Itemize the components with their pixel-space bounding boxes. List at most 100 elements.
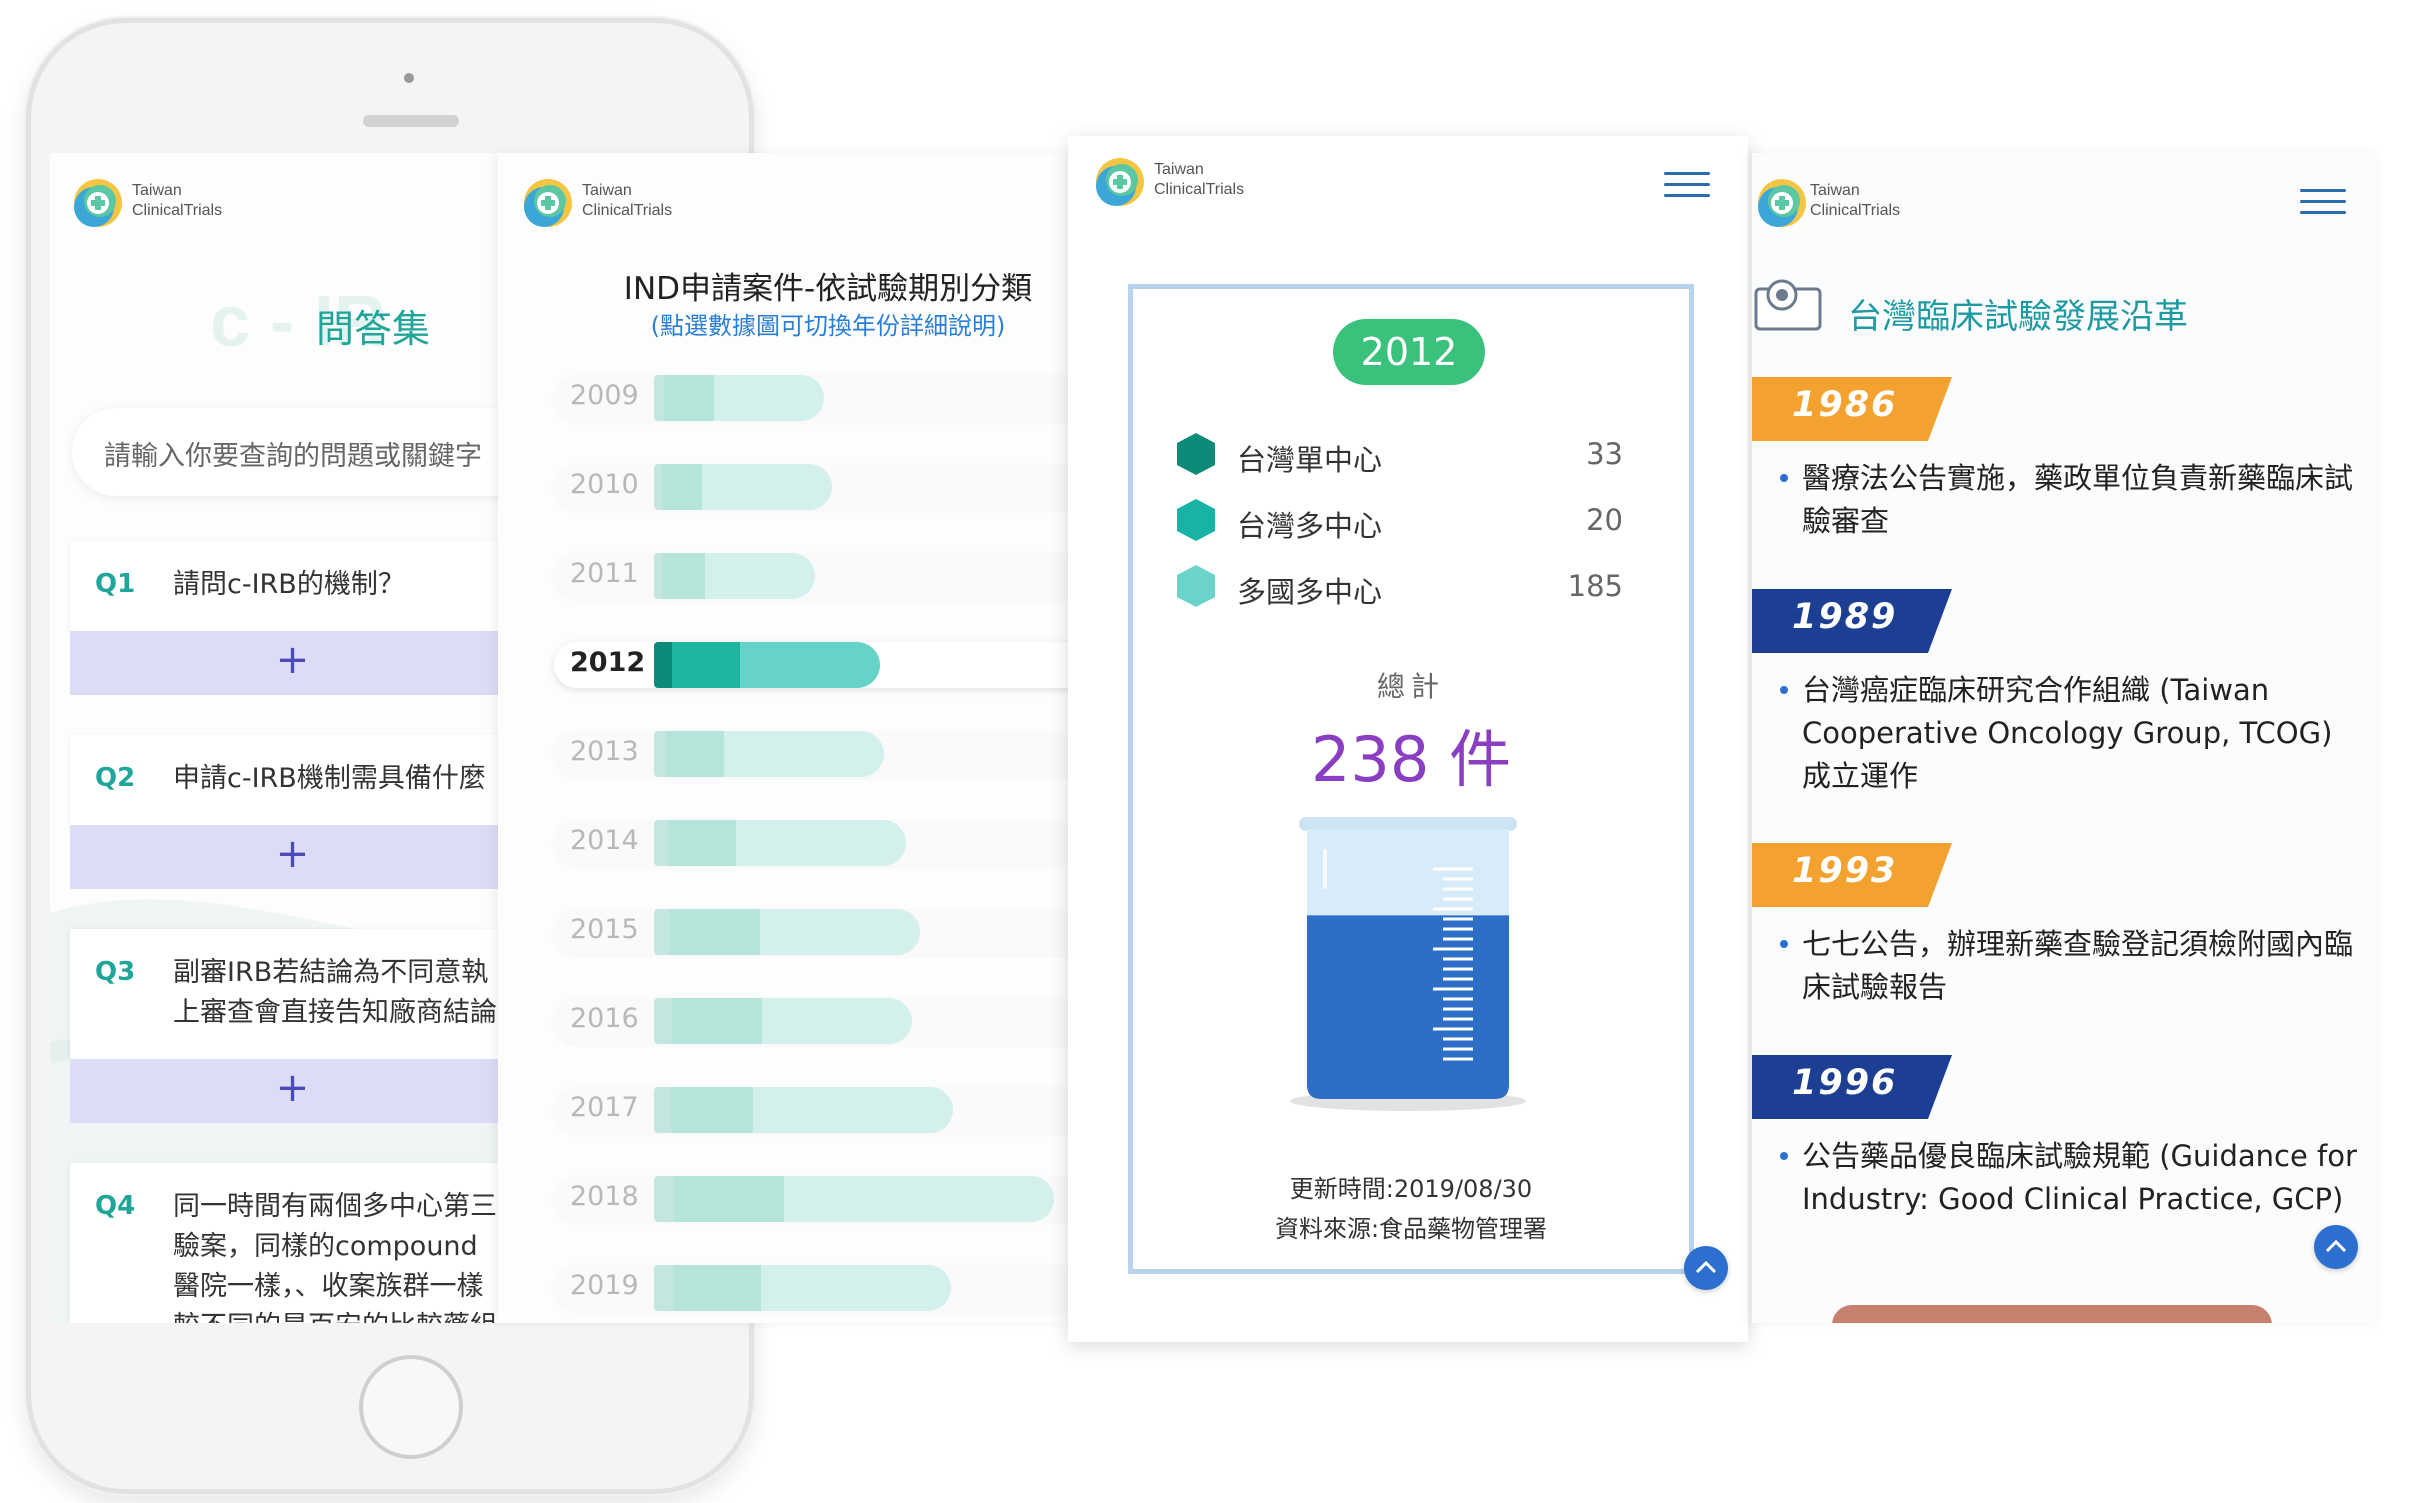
bar-segment bbox=[654, 464, 662, 510]
bar-segment bbox=[753, 1087, 953, 1133]
question-number: Q2 bbox=[95, 763, 136, 793]
timeline-list: 1986 醫療法公告實施，藥政單位負責新藥臨床試驗審查 1989 台灣癌症臨床研… bbox=[1752, 377, 2380, 1317]
brand-logo[interactable]: Taiwan ClinicalTrials bbox=[1752, 171, 1900, 235]
timeline-year-1996: 1996 bbox=[1752, 1055, 1952, 1119]
category-label: 多國多中心 bbox=[1237, 575, 1383, 609]
year-badge[interactable]: 2012 bbox=[1333, 319, 1485, 385]
phone-speaker bbox=[363, 115, 459, 127]
brand-logo[interactable]: Taiwan ClinicalTrials bbox=[518, 171, 672, 235]
bar-segment bbox=[736, 820, 906, 866]
chart-subtitle: (點選數據圖可切換年份詳細說明) bbox=[650, 312, 1006, 340]
year-ribbon bbox=[1752, 1055, 1952, 1119]
beaker-illustration bbox=[1290, 817, 1526, 1111]
timeline-item: 公告藥品優良臨床試驗規範 (Guidance for Industry: Goo… bbox=[1780, 1135, 2358, 1221]
timeline-screen: Taiwan ClinicalTrials 台灣臨床試驗發展沿革 1986 醫療… bbox=[1752, 153, 2380, 1323]
bar-segment bbox=[702, 464, 832, 510]
category-label: 台灣單中心 bbox=[1237, 443, 1383, 477]
brand-logo[interactable]: Taiwan ClinicalTrials bbox=[1090, 150, 1244, 214]
question-number: Q1 bbox=[95, 569, 136, 599]
menu-icon[interactable] bbox=[2300, 189, 2346, 215]
bar-year-label: 2010 bbox=[570, 469, 639, 500]
brand-logo[interactable]: Taiwan ClinicalTrials bbox=[68, 171, 222, 235]
logo-icon bbox=[1758, 179, 1806, 227]
bar-segment bbox=[662, 464, 702, 510]
logo-line2: ClinicalTrials bbox=[582, 202, 673, 219]
bar-segment bbox=[761, 1265, 951, 1311]
bar-segment bbox=[674, 1176, 784, 1222]
bar-segment bbox=[762, 998, 912, 1044]
bar-segment bbox=[654, 553, 663, 599]
logo-line2: ClinicalTrials bbox=[1810, 202, 1901, 219]
chart-screen: Taiwan ClinicalTrials IND申請案件-依試驗期別分類 (點… bbox=[498, 153, 1068, 1323]
back-to-top-button[interactable] bbox=[2314, 1225, 2358, 1269]
year-label: 1993 bbox=[1792, 851, 1898, 891]
bar-year-label: 2017 bbox=[570, 1092, 639, 1123]
bar-segment bbox=[740, 642, 880, 688]
bar-year-label: 2019 bbox=[570, 1270, 639, 1301]
bar-segment bbox=[714, 375, 824, 421]
year-ribbon bbox=[1752, 377, 1952, 441]
category-label: 台灣多中心 bbox=[1237, 509, 1383, 543]
year-ribbon bbox=[1752, 843, 1952, 907]
beaker-screen: Taiwan ClinicalTrials 2012 台灣單中心 33 台灣多中… bbox=[1068, 136, 1748, 1342]
bar-segment bbox=[654, 909, 670, 955]
bar-segment bbox=[672, 642, 740, 688]
logo-line1: Taiwan bbox=[1154, 161, 1204, 178]
bar-segment bbox=[654, 1176, 674, 1222]
page-title: 問答集 bbox=[316, 307, 431, 351]
bar-segment bbox=[705, 553, 815, 599]
timeline-item: 醫療法公告實施，藥政單位負責新藥臨床試驗審查 bbox=[1780, 457, 2358, 543]
category-value: 185 bbox=[1567, 569, 1623, 603]
logo-icon bbox=[74, 179, 122, 227]
year-label: 1986 bbox=[1792, 385, 1898, 425]
bar-segment bbox=[654, 642, 672, 688]
plus-icon: + bbox=[275, 637, 310, 683]
phone-camera bbox=[404, 73, 414, 83]
bar-year-label: 2016 bbox=[570, 1003, 639, 1034]
bar-segment bbox=[654, 998, 672, 1044]
bar-year-label: 2011 bbox=[570, 558, 639, 589]
bar-segment bbox=[760, 909, 920, 955]
question-text: 同一時間有兩個多中心第三 驗案，同樣的compound 醫院一樣，、收案族群一樣… bbox=[173, 1191, 497, 1323]
menu-icon[interactable] bbox=[1664, 172, 1710, 198]
question-number: Q3 bbox=[95, 957, 136, 987]
bar-year-label: 2009 bbox=[570, 380, 639, 411]
total-label: 總計 bbox=[1376, 670, 1445, 703]
timeline-year-1989: 1989 bbox=[1752, 589, 1952, 653]
bar-year-label: 2014 bbox=[570, 825, 639, 856]
year-ribbon bbox=[1752, 589, 1952, 653]
back-to-top-button[interactable] bbox=[1684, 1246, 1728, 1290]
bar-segment bbox=[673, 1265, 761, 1311]
question-text: 副審IRB若結論為不同意執 上審查會直接告知廠商結論 bbox=[173, 957, 497, 1028]
update-time: 更新時間:2019/08/30 bbox=[1289, 1175, 1533, 1203]
logo-line2: ClinicalTrials bbox=[1154, 181, 1245, 198]
category-row: 台灣多中心 20 bbox=[1173, 497, 1623, 543]
total-value: 238 件 bbox=[1310, 723, 1512, 796]
data-source: 資料來源:食品藥物管理署 bbox=[1274, 1215, 1548, 1243]
question-text: 申請c-IRB機制需具備什麼 bbox=[173, 763, 486, 794]
logo-icon bbox=[1096, 158, 1144, 206]
bar-segment bbox=[654, 1087, 671, 1133]
chart-title: IND申請案件-依試驗期別分類 bbox=[623, 271, 1033, 307]
category-value: 33 bbox=[1586, 437, 1623, 471]
phone-home-button[interactable] bbox=[359, 1355, 463, 1459]
bar-segment bbox=[654, 1265, 673, 1311]
search-placeholder: 請輸入你要查詢的問題或關鍵字 bbox=[104, 441, 482, 472]
chevron-up-icon bbox=[2325, 1239, 2347, 1253]
camera-icon bbox=[1754, 279, 1822, 331]
timeline-item: 七七公告，辦理新藥查驗登記須檢附國內臨床試驗報告 bbox=[1780, 923, 2358, 1009]
logo-line2: ClinicalTrials bbox=[132, 202, 223, 219]
logo-line1: Taiwan bbox=[132, 182, 182, 199]
category-value: 20 bbox=[1586, 503, 1623, 537]
page-title: 台灣臨床試驗發展沿革 bbox=[1848, 297, 2188, 337]
year-label: 1989 bbox=[1792, 597, 1898, 637]
timeline-year-1986: 1986 bbox=[1752, 377, 1952, 441]
question-number: Q4 bbox=[95, 1191, 136, 1221]
bar-segment bbox=[668, 820, 736, 866]
faq-title-watermark: c - IR bbox=[210, 282, 387, 362]
bar-segment bbox=[663, 553, 705, 599]
bar-segment bbox=[654, 731, 666, 777]
logo-line1: Taiwan bbox=[582, 182, 632, 199]
plus-icon: + bbox=[275, 831, 310, 877]
bar-chart: 2009 2010 2011 2012 2013 2014 2015 2016 2017 2018… bbox=[498, 375, 1068, 1323]
